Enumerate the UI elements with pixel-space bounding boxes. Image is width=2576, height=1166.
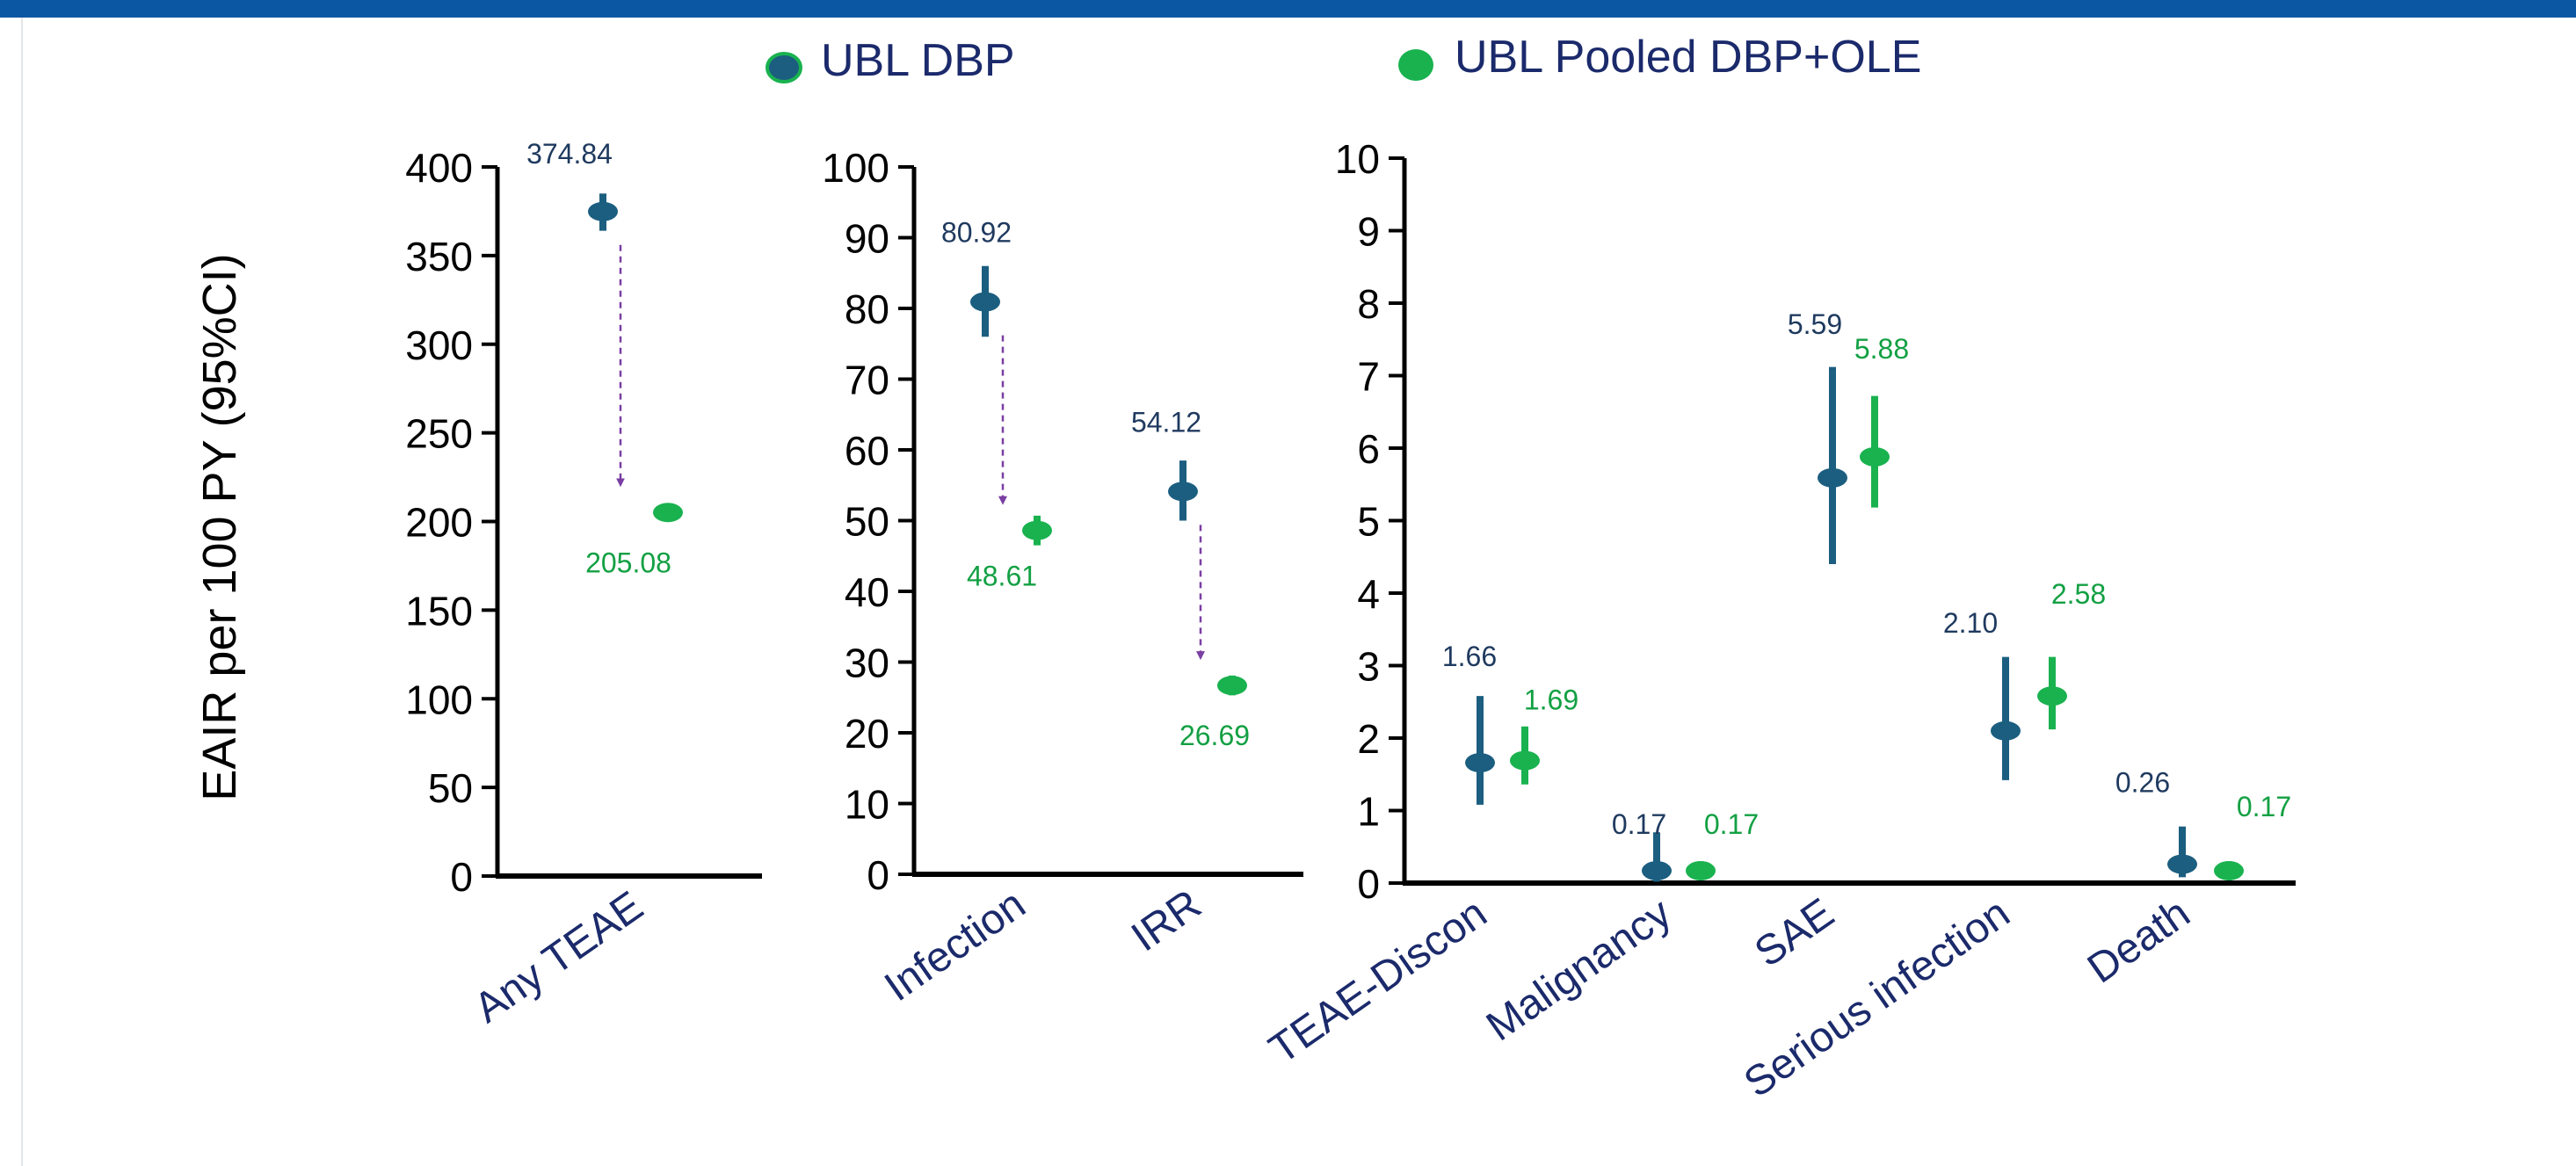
y-tick-label: 50 <box>845 499 889 545</box>
data-label-dbp: 80.92 <box>941 217 1012 249</box>
y-tick-label: 1 <box>1357 789 1380 835</box>
y-tick-label: 100 <box>405 677 473 722</box>
y-tick-label: 80 <box>845 286 889 332</box>
legend: UBL DBP UBL Pooled DBP+OLE <box>766 32 1921 86</box>
data-label-pooled: 26.69 <box>1179 720 1250 751</box>
y-tick-label: 70 <box>845 358 889 403</box>
legend-pooled-label: UBL Pooled DBP+OLE <box>1455 32 1921 83</box>
point-pooled <box>653 503 683 523</box>
data-label-pooled: 48.61 <box>967 561 1037 592</box>
point-dbp <box>1465 753 1495 773</box>
legend-pooled-marker <box>1398 49 1433 81</box>
y-tick-label: 150 <box>405 588 473 634</box>
point-pooled <box>1217 676 1247 696</box>
point-dbp <box>588 201 618 221</box>
point-pooled <box>1860 446 1890 467</box>
legend-dbp-marker <box>766 52 802 83</box>
data-label-dbp: 5.59 <box>1788 308 1842 340</box>
y-tick-label: 60 <box>845 428 889 474</box>
y-tick-label: 10 <box>845 782 889 828</box>
y-tick-label: 40 <box>845 569 889 615</box>
chart-panel-1: 0 50 100 150 200 250 300 350 400 Any TEAE 374.84 20… <box>405 138 762 1032</box>
y-tick-label: 350 <box>405 234 473 279</box>
point-dbp <box>1168 482 1198 502</box>
data-label-dbp: 1.66 <box>1442 641 1497 672</box>
chart-panel-2: 0 10 20 30 40 50 60 70 80 90 100 Infection IRR 80.92 4… <box>822 145 1303 1010</box>
y-tick-label: 0 <box>1357 861 1380 907</box>
y-tick-label: 3 <box>1357 644 1380 690</box>
data-label-pooled: 0.17 <box>2237 791 2291 822</box>
y-tick-label: 0 <box>450 854 473 900</box>
y-tick-label: 8 <box>1357 281 1380 327</box>
category-label: SAE <box>1746 890 1842 977</box>
point-pooled <box>1022 520 1052 540</box>
y-tick-label: 10 <box>1335 136 1380 182</box>
data-label-pooled: 205.08 <box>585 547 671 578</box>
y-tick-label: 6 <box>1357 426 1380 472</box>
category-label: Malignancy <box>1478 890 1680 1051</box>
y-tick-label: 250 <box>405 411 473 457</box>
y-tick-label: 20 <box>845 711 889 757</box>
point-dbp <box>1642 860 1672 880</box>
y-tick-label: 7 <box>1357 354 1380 400</box>
y-tick-label: 4 <box>1357 571 1380 617</box>
y-tick-label: 0 <box>867 852 889 898</box>
point-pooled <box>1686 860 1716 880</box>
category-label: Infection <box>876 881 1034 1010</box>
data-label-dbp: 0.17 <box>1612 808 1666 840</box>
data-label-dbp: 2.10 <box>1943 607 1998 639</box>
y-tick-label: 5 <box>1357 499 1380 545</box>
y-tick-label: 90 <box>845 216 889 262</box>
y-tick-label: 9 <box>1357 209 1380 255</box>
y-tick-label: 50 <box>428 765 473 811</box>
point-dbp <box>970 292 1000 312</box>
data-label-pooled: 5.88 <box>1854 333 1909 365</box>
point-pooled <box>1510 750 1540 771</box>
data-label-pooled: 0.17 <box>1704 808 1759 840</box>
y-tick-label: 300 <box>405 322 473 368</box>
point-dbp <box>1818 467 1847 488</box>
y-tick-label: 30 <box>845 641 889 686</box>
category-label: Any TEAE <box>466 883 651 1032</box>
category-label: TEAE-Discon <box>1261 890 1495 1074</box>
top-banner <box>0 0 2576 18</box>
data-label-dbp: 0.26 <box>2115 767 2170 799</box>
y-tick-label: 400 <box>405 145 473 191</box>
slide-left-border <box>21 18 23 1166</box>
y-tick-label: 100 <box>822 145 889 191</box>
data-label-pooled: 1.69 <box>1524 684 1578 716</box>
category-label: Death <box>2079 890 2198 993</box>
data-label-dbp: 374.84 <box>526 138 613 170</box>
point-dbp <box>2167 854 2197 874</box>
category-label: IRR <box>1123 881 1209 961</box>
data-label-dbp: 54.12 <box>1131 406 1201 438</box>
point-pooled <box>2214 860 2244 880</box>
legend-dbp-label: UBL DBP <box>821 35 1015 86</box>
y-tick-label: 2 <box>1357 716 1380 762</box>
point-pooled <box>2037 686 2067 706</box>
point-dbp <box>1991 721 2021 741</box>
y-tick-label: 200 <box>405 500 473 546</box>
data-label-pooled: 2.58 <box>2051 578 2106 610</box>
y-axis-title: EAIR per 100 PY (95%CI) <box>193 253 246 800</box>
